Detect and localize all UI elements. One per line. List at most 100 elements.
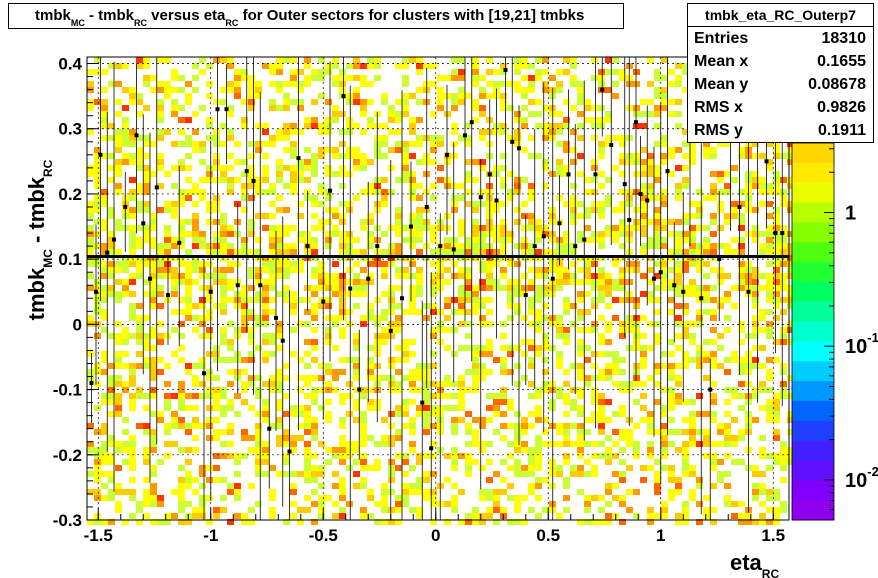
heatmap-cell [528, 339, 535, 345]
heatmap-cell [605, 201, 612, 207]
heatmap-cell [465, 429, 472, 435]
heatmap-cell [255, 177, 262, 183]
heatmap-cell [101, 441, 108, 447]
heatmap-cell [661, 429, 668, 435]
heatmap-cell [318, 471, 325, 477]
heatmap-cell [213, 477, 220, 483]
heatmap-cell [213, 453, 220, 459]
heatmap-cell [598, 207, 605, 213]
heatmap-cell [213, 219, 220, 225]
heatmap-cell [255, 315, 262, 321]
heatmap-cell [703, 453, 710, 459]
heatmap-cell [738, 459, 745, 465]
heatmap-cell [255, 81, 262, 87]
heatmap-cell [206, 207, 213, 213]
heatmap-cell [269, 69, 276, 75]
heatmap-cell [402, 237, 409, 243]
heatmap-cell [633, 159, 640, 165]
profile-point [267, 426, 272, 431]
heatmap-cell [591, 453, 598, 459]
heatmap-cell [101, 357, 108, 363]
heatmap-cell [87, 261, 94, 267]
heatmap-cell [388, 147, 395, 153]
heatmap-cell [374, 465, 381, 471]
heatmap-cell [255, 237, 262, 243]
heatmap-cell [157, 165, 164, 171]
heatmap-cell [129, 291, 136, 297]
heatmap-cell [738, 285, 745, 291]
heatmap-cell [598, 495, 605, 501]
heatmap-cell [339, 273, 346, 279]
heatmap-cell [619, 321, 626, 327]
heatmap-cell [388, 333, 395, 339]
heatmap-cell [710, 189, 717, 195]
heatmap-cell [325, 165, 332, 171]
heatmap-cell [570, 471, 577, 477]
heatmap-cell [507, 261, 514, 267]
heatmap-cell [535, 273, 542, 279]
heatmap-cell [605, 195, 612, 201]
heatmap-cell [703, 225, 710, 231]
heatmap-cell [164, 87, 171, 93]
heatmap-cell [591, 189, 598, 195]
heatmap-cell [773, 357, 780, 363]
heatmap-cell [731, 513, 738, 519]
heatmap-cell [458, 219, 465, 225]
heatmap-cell [262, 381, 269, 387]
heatmap-cell [402, 267, 409, 273]
heatmap-cell [675, 189, 682, 195]
profile-point [609, 143, 614, 148]
heatmap-cell [682, 519, 689, 525]
heatmap-cell [199, 297, 206, 303]
heatmap-cell [451, 429, 458, 435]
heatmap-cell [479, 345, 486, 351]
heatmap-cell [360, 219, 367, 225]
heatmap-cell [542, 303, 549, 309]
heatmap-cell [192, 327, 199, 333]
heatmap-cell [283, 207, 290, 213]
heatmap-cell [311, 339, 318, 345]
heatmap-cell [598, 291, 605, 297]
heatmap-cell [185, 501, 192, 507]
heatmap-cell [395, 453, 402, 459]
heatmap-cell [717, 459, 724, 465]
heatmap-cell [346, 501, 353, 507]
heatmap-cell [598, 183, 605, 189]
heatmap-cell [451, 99, 458, 105]
heatmap-cell [717, 225, 724, 231]
heatmap-cell [535, 123, 542, 129]
heatmap-cell [136, 321, 143, 327]
heatmap-cell [619, 189, 626, 195]
heatmap-cell [108, 123, 115, 129]
heatmap-cell [290, 309, 297, 315]
heatmap-cell [570, 75, 577, 81]
heatmap-cell [157, 267, 164, 273]
heatmap-cell [192, 405, 199, 411]
heatmap-cell [129, 441, 136, 447]
heatmap-cell [535, 231, 542, 237]
heatmap-cell [689, 153, 696, 159]
heatmap-cell [773, 513, 780, 519]
heatmap-cell [465, 237, 472, 243]
heatmap-cell [276, 435, 283, 441]
heatmap-cell [199, 381, 206, 387]
heatmap-cell [542, 57, 549, 63]
heatmap-cell [178, 195, 185, 201]
heatmap-cell [325, 147, 332, 153]
profile-point [517, 146, 521, 151]
heatmap-cell [682, 321, 689, 327]
heatmap-cell [591, 159, 598, 165]
heatmap-cell [367, 369, 374, 375]
heatmap-cell [570, 249, 577, 255]
heatmap-cell [213, 351, 220, 357]
heatmap-cell [283, 225, 290, 231]
heatmap-cell [437, 87, 444, 93]
heatmap-cell [738, 381, 745, 387]
heatmap-cell [619, 285, 626, 291]
heatmap-cell [395, 411, 402, 417]
profile-point [494, 198, 499, 203]
heatmap-cell [304, 309, 311, 315]
heatmap-cell [206, 519, 213, 525]
heatmap-cell [766, 495, 773, 501]
